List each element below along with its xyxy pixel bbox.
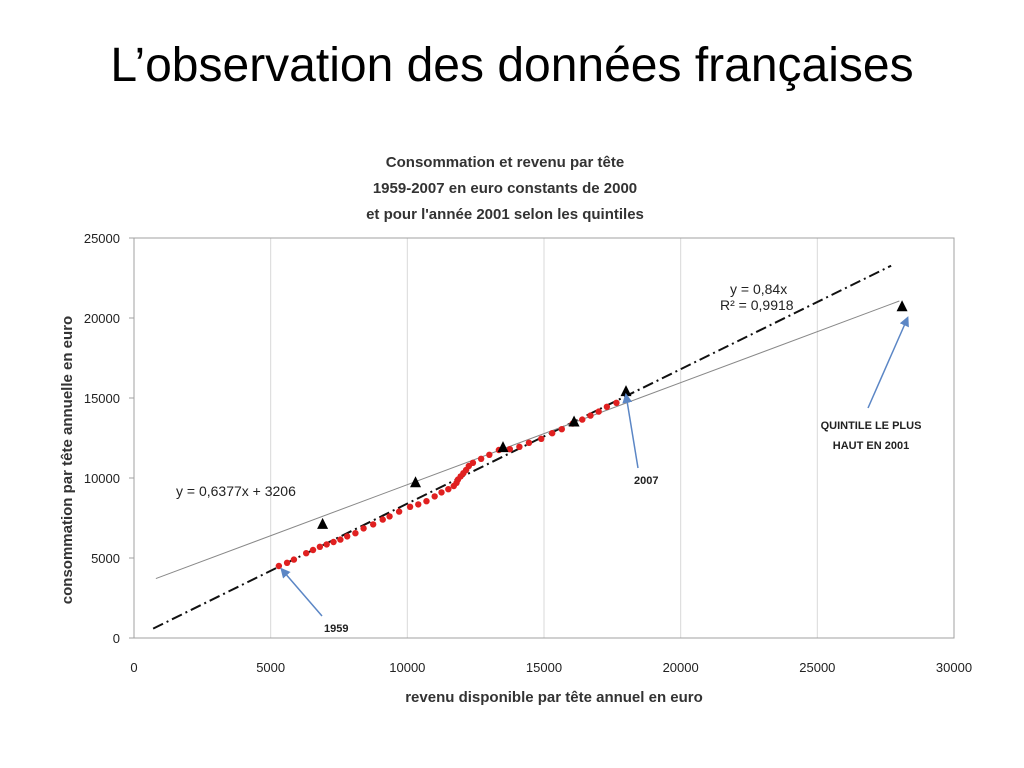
data-point-triangle: [568, 415, 580, 427]
data-point: [360, 525, 367, 532]
chart-title-line: Consommation et revenu par tête: [385, 154, 625, 171]
data-point: [309, 546, 317, 554]
x-tick-label: 0: [130, 660, 137, 675]
plot-area-frame: [133, 237, 955, 639]
data-point: [506, 446, 514, 453]
data-point: [316, 543, 324, 550]
data-point: [613, 399, 620, 406]
data-point: [290, 556, 298, 563]
trendline-affine: [155, 300, 900, 580]
annotation-arrow: [867, 316, 909, 409]
annotation-label: QUINTILE LE PLUS: [821, 420, 922, 432]
annotation-arrow: [622, 392, 639, 469]
data-point: [369, 521, 377, 528]
y-tick-label: 20000: [84, 311, 120, 326]
trendline-equation-label: y = 0,84x: [730, 281, 787, 297]
data-point: [587, 412, 594, 419]
annotation-label: 1959: [324, 623, 348, 635]
y-axis-title: consommation par tête annuelle en euro: [59, 316, 76, 604]
data-point-triangle: [317, 517, 329, 529]
data-point: [538, 435, 545, 442]
data-point: [379, 516, 386, 523]
data-point: [406, 503, 414, 510]
data-points: [275, 300, 908, 570]
chart-title: Consommation et revenu par tête 1959-200…: [300, 150, 710, 228]
x-axis-title: revenu disponible par tête annuel en eur…: [405, 689, 703, 706]
y-tick-label: 5000: [91, 551, 120, 566]
data-point-triangle: [410, 476, 422, 488]
y-tick-label: 10000: [84, 471, 120, 486]
data-point: [415, 501, 422, 508]
data-point: [283, 559, 291, 566]
data-point: [352, 530, 359, 537]
chart-title-line: et pour l'année 2001 selon les quintiles: [366, 206, 644, 223]
trendline-r2-label: R² = 0,9918: [720, 297, 794, 313]
slide-title: L’observation des données françaises: [110, 39, 914, 92]
y-tick-label: 0: [113, 631, 120, 646]
trendline-equation-label: y = 0,6377x + 3206: [176, 483, 296, 499]
x-tick-label: 5000: [256, 660, 285, 675]
data-point: [486, 451, 493, 458]
data-point-triangle: [620, 385, 632, 397]
x-tick-label: 20000: [663, 660, 699, 675]
chart-title-line: 1959-2007 en euro constants de 2000: [372, 180, 638, 197]
x-tick-label: 25000: [799, 660, 835, 675]
data-point: [386, 513, 393, 520]
data-point: [395, 508, 403, 515]
data-point: [431, 493, 438, 500]
data-point: [275, 562, 283, 570]
data-point: [558, 426, 565, 433]
data-point: [477, 455, 485, 462]
data-point: [469, 459, 477, 466]
data-point: [579, 416, 586, 423]
annotations: 1959 2007 QUINTILE LE PLUS HAUT EN 2001: [280, 316, 922, 635]
annotation-label: 2007: [634, 475, 658, 487]
data-point: [337, 536, 344, 543]
x-tick-label: 10000: [389, 660, 425, 675]
annotation-arrow: [280, 567, 323, 617]
data-point: [423, 498, 430, 505]
data-point-triangle: [497, 441, 509, 453]
data-point: [344, 533, 351, 540]
data-point: [549, 430, 556, 437]
data-point: [323, 541, 330, 548]
data-point: [516, 443, 523, 450]
data-point: [330, 538, 337, 546]
annotation-label: HAUT EN 2001: [833, 440, 909, 452]
data-point: [525, 439, 533, 446]
data-point-triangle: [896, 300, 908, 312]
data-point: [303, 550, 310, 557]
x-tick-label: 30000: [936, 660, 972, 675]
data-point: [595, 408, 602, 415]
x-tick-label: 15000: [526, 660, 562, 675]
y-tick-label: 25000: [84, 231, 120, 246]
axis-ticks: 0 5000 10000 15000 20000 25000 30000 0 5000 10000…: [84, 231, 972, 675]
data-point: [438, 489, 445, 496]
data-point: [603, 403, 611, 410]
y-tick-label: 15000: [84, 391, 120, 406]
data-point: [445, 486, 452, 493]
